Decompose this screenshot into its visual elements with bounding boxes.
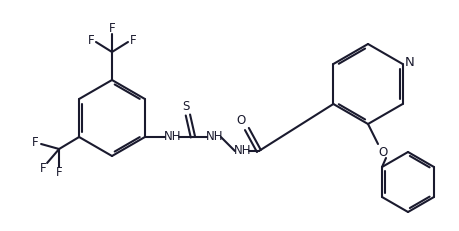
Text: F: F — [108, 21, 115, 34]
Text: F: F — [129, 33, 136, 46]
Text: F: F — [88, 33, 94, 46]
Text: F: F — [56, 167, 62, 179]
Text: O: O — [378, 146, 387, 158]
Text: F: F — [39, 162, 46, 176]
Text: F: F — [32, 136, 38, 149]
Text: NH: NH — [234, 145, 251, 158]
Text: NH: NH — [206, 131, 223, 143]
Text: NH: NH — [164, 131, 181, 143]
Text: O: O — [236, 115, 245, 128]
Text: N: N — [404, 57, 414, 70]
Text: S: S — [182, 100, 189, 113]
